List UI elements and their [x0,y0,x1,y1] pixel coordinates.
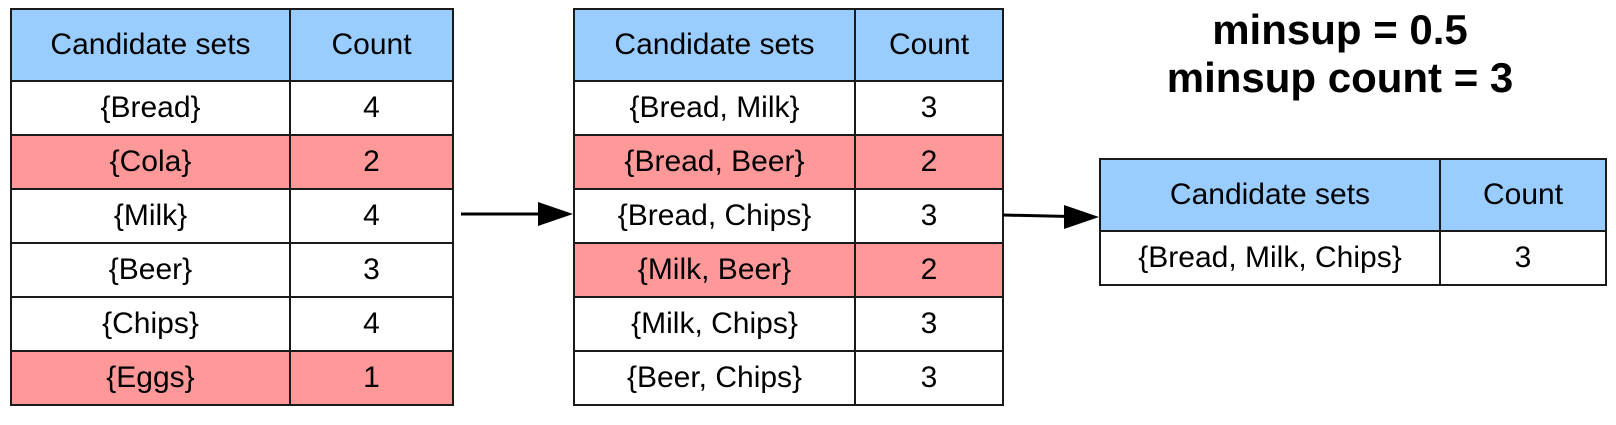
set-cell: {Milk, Chips} [573,296,856,352]
header-row: Candidate sets Count [10,8,454,82]
header-candidate-sets: Candidate sets [10,8,291,82]
table-row: {Chips} 4 [10,296,454,352]
count-cell: 2 [854,134,1004,190]
candidate-table-3: Candidate sets Count {Bread, Milk, Chips… [1099,158,1607,286]
set-cell: {Milk} [10,188,291,244]
set-cell: {Milk, Beer} [573,242,856,298]
header-candidate-sets: Candidate sets [1099,158,1441,232]
candidate-table-2: Candidate sets Count {Bread, Milk} 3 {Bre… [573,8,1004,406]
table-row: {Eggs} 1 [10,350,454,406]
count-cell: 3 [854,350,1004,406]
count-cell: 3 [289,242,454,298]
set-cell: {Beer, Chips} [573,350,856,406]
candidate-table-1: Candidate sets Count {Bread} 4 {Cola} 2 {M… [10,8,454,406]
count-cell: 1 [289,350,454,406]
minsup-count-label: minsup count = 3 [1166,54,1514,101]
header-count: Count [1439,158,1607,232]
set-cell: {Cola} [10,134,291,190]
set-cell: {Bread, Chips} [573,188,856,244]
parameters: minsup = 0.5 minsup count = 3 [1110,6,1570,102]
count-cell: 2 [854,242,1004,298]
count-cell: 3 [1439,230,1607,286]
arrow-table1-to-table2 [461,202,573,226]
set-cell: {Bread, Milk, Chips} [1099,230,1441,286]
table-row: {Cola} 2 [10,134,454,190]
header-candidate-sets: Candidate sets [573,8,856,82]
table-row: {Bread, Milk} 3 [573,80,1004,136]
table-row: {Beer, Chips} 3 [573,350,1004,406]
table-row: {Milk} 4 [10,188,454,244]
arrow-table2-to-table3 [1002,205,1099,229]
count-cell: 3 [854,188,1004,244]
set-cell: {Beer} [10,242,291,298]
table-row: {Bread, Milk, Chips} 3 [1099,230,1607,286]
header-count: Count [289,8,454,82]
set-cell: {Bread, Milk} [573,80,856,136]
count-cell: 3 [854,80,1004,136]
table-row: {Milk, Beer} 2 [573,242,1004,298]
minsup-label: minsup = 0.5 [1212,6,1468,53]
set-cell: {Eggs} [10,350,291,406]
header-row: Candidate sets Count [573,8,1004,82]
header-count: Count [854,8,1004,82]
count-cell: 4 [289,80,454,136]
count-cell: 4 [289,188,454,244]
set-cell: {Bread} [10,80,291,136]
set-cell: {Chips} [10,296,291,352]
set-cell: {Bread, Beer} [573,134,856,190]
table-row: {Bread, Chips} 3 [573,188,1004,244]
table-row: {Milk, Chips} 3 [573,296,1004,352]
header-row: Candidate sets Count [1099,158,1607,232]
count-cell: 3 [854,296,1004,352]
table-row: {Bread} 4 [10,80,454,136]
table-row: {Beer} 3 [10,242,454,298]
count-cell: 2 [289,134,454,190]
table-row: {Bread, Beer} 2 [573,134,1004,190]
count-cell: 4 [289,296,454,352]
